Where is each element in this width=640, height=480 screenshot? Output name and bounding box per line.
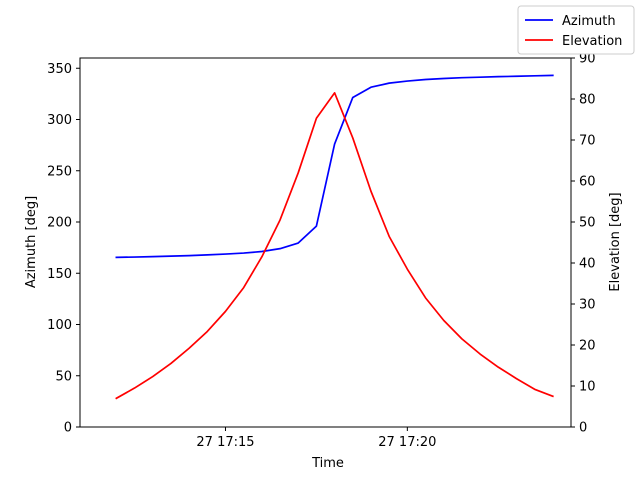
y-left-axis-label: Azimuth [deg] <box>24 196 39 288</box>
y-right-axis-ticks: 0 10 20 30 40 50 60 70 80 90 <box>571 52 596 436</box>
legend-box <box>517 5 635 55</box>
y-left-tick-label: 350 <box>47 62 72 77</box>
y-left-tick-label: 200 <box>47 216 72 231</box>
legend-label-azimuth: Azimuth <box>562 14 616 29</box>
y-right-tick-label: 50 <box>579 216 596 231</box>
y-right-tick-label: 70 <box>579 134 596 149</box>
series-line-azimuth <box>115 74 554 259</box>
series-line-elevation <box>115 91 554 400</box>
y-right-tick-label: 20 <box>579 339 596 354</box>
legend: Azimuth Elevation <box>517 5 635 55</box>
y-left-tick-label: 150 <box>47 267 72 282</box>
y-left-tick-label: 50 <box>55 369 72 384</box>
y-left-tick-label: 100 <box>47 318 72 333</box>
x-tick-label: 27 17:15 <box>196 435 254 450</box>
y-right-tick-label: 90 <box>579 52 596 67</box>
y-right-axis-label: Elevation [deg] <box>608 192 623 291</box>
y-right-tick-label: 10 <box>579 380 596 395</box>
y-left-axis-ticks: 0 50 100 150 200 250 300 350 <box>47 62 80 436</box>
y-left-tick-label: 300 <box>47 113 72 128</box>
x-tick-label: 27 17:20 <box>378 435 436 450</box>
y-right-tick-label: 60 <box>579 175 596 190</box>
x-axis-label: Time <box>311 456 344 471</box>
y-right-tick-label: 30 <box>579 298 596 313</box>
series-lines <box>115 74 554 400</box>
y-right-tick-label: 40 <box>579 257 596 272</box>
legend-label-elevation: Elevation <box>562 34 622 49</box>
y-right-tick-label: 0 <box>579 421 587 436</box>
y-left-tick-label: 0 <box>64 421 72 436</box>
y-left-tick-label: 250 <box>47 164 72 179</box>
y-right-tick-label: 80 <box>579 93 596 108</box>
x-axis-ticks: 27 17:15 27 17:20 <box>196 427 436 450</box>
plot-frame <box>79 57 572 428</box>
